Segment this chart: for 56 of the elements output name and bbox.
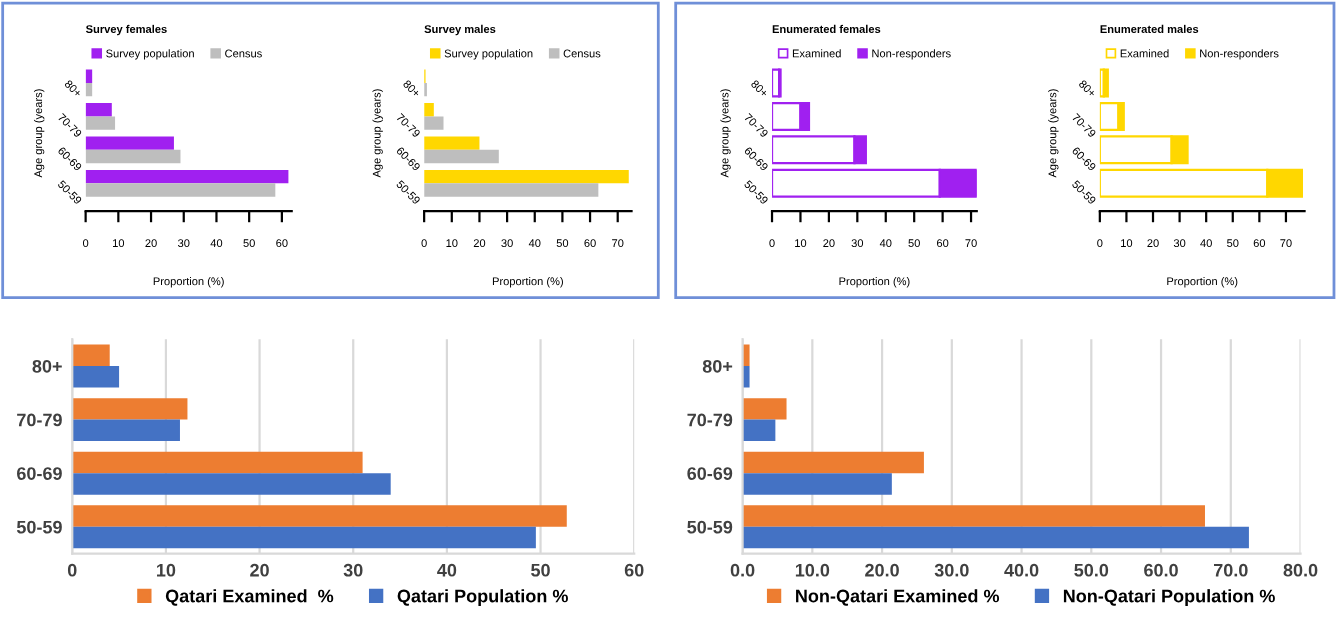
x-tick-label: 80.0	[1283, 563, 1318, 577]
bar	[742, 473, 892, 495]
x-tick-label: 10.0	[795, 563, 830, 577]
y-tick-label: 80+	[702, 359, 733, 373]
bar	[72, 451, 363, 474]
bar	[85, 149, 181, 164]
x-tick-label: 50	[531, 563, 550, 577]
bar	[424, 116, 444, 130]
x-tick-label: 50.0	[1074, 563, 1109, 577]
y-tick-label: 60-69	[687, 467, 733, 480]
x-tick-label: 70.0	[1214, 563, 1248, 577]
y-tick-label: 50-59	[687, 520, 733, 534]
bar	[424, 169, 629, 184]
x-tick-label: 0	[67, 563, 77, 577]
x-tick-label: 60	[624, 563, 644, 577]
bar	[424, 136, 480, 150]
bar	[72, 398, 188, 420]
bar	[85, 69, 93, 83]
bar	[72, 473, 391, 495]
y-tick-label: 60-69	[17, 467, 62, 480]
y-tick-label: 80+	[32, 359, 62, 373]
legend-label: Qatari Examined %	[165, 589, 334, 606]
x-tick-label: 0.0	[730, 563, 755, 577]
bar	[424, 149, 499, 164]
bar	[424, 103, 434, 117]
x-tick-label: 60.0	[1144, 563, 1178, 577]
bar	[85, 82, 93, 97]
x-tick-label: 10	[157, 563, 176, 577]
bar	[742, 398, 787, 420]
x-tick-label: 20	[250, 563, 269, 577]
bar	[72, 366, 120, 388]
bar	[72, 419, 180, 442]
bar	[85, 169, 289, 184]
x-tick-label: 30	[343, 563, 363, 577]
legend-label: Non-Qatari Population %	[1063, 589, 1275, 606]
bar	[85, 103, 112, 117]
y-tick-label: 50-59	[16, 520, 62, 534]
bar	[742, 505, 1205, 527]
bar	[742, 419, 776, 442]
bar	[85, 136, 174, 150]
x-tick-label: 40	[437, 563, 457, 577]
x-tick-label: 20.0	[865, 563, 899, 577]
bar	[72, 344, 110, 366]
bar	[742, 526, 1249, 549]
bar	[742, 451, 924, 474]
legend-label: Qatari Population %	[397, 589, 568, 606]
bar	[85, 183, 276, 197]
x-tick-label: 40.0	[1004, 563, 1039, 577]
x-tick-label: 30.0	[934, 563, 969, 577]
bar	[72, 505, 567, 527]
y-tick-label: 70-79	[687, 413, 733, 427]
bar	[85, 116, 116, 130]
bar	[72, 526, 536, 549]
y-tick-label: 70-79	[17, 413, 62, 427]
bar	[424, 183, 599, 197]
legend-label: Non-Qatari Examined %	[796, 589, 1000, 606]
